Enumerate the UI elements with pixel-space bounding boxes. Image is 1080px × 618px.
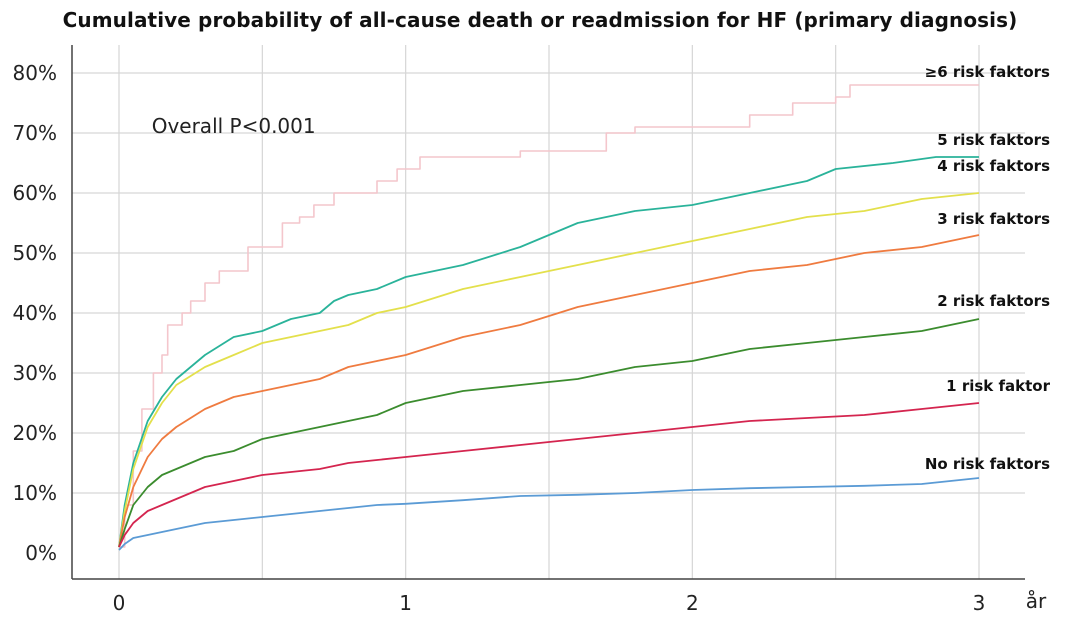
series-line [118,402,980,548]
y-tick-label: 70% [13,121,57,145]
series-label: 2 risk faktors [937,292,1050,310]
series-label: No risk faktors [925,455,1050,473]
series-layer [118,84,980,551]
series-label: 5 risk faktors [937,131,1050,149]
series-line [118,156,979,548]
series-line [118,234,980,548]
x-axis-title: år [1026,589,1047,613]
y-tick-label: 20% [13,421,57,445]
y-tick-label: 10% [13,481,57,505]
series-label: 4 risk faktors [937,157,1050,175]
y-tick-label: 80% [13,61,57,85]
x-tick-label: 3 [973,591,986,615]
series-line [119,84,979,548]
label-layer: Overall P<0.001 ≥6 risk faktors 5 risk fak… [152,63,1051,473]
series-line [118,318,980,548]
series-line [118,477,980,551]
y-tick-label: 60% [13,181,57,205]
series-label: 1 risk faktor [946,377,1050,395]
axis-layer: 0% 10% 20% 30% 40% 50% 60% 70% 80% 0 1 2 3 år [13,45,1047,615]
chart-title: Cumulative probability of all-cause deat… [62,8,1018,32]
series-line [118,192,980,548]
x-tick-label: 2 [686,591,699,615]
y-tick-label: 40% [13,301,57,325]
series-label: ≥6 risk faktors [925,63,1050,81]
x-tick-label: 0 [113,591,126,615]
series-label: 3 risk faktors [937,210,1050,228]
x-tick-label: 1 [399,591,412,615]
y-tick-label: 0% [25,541,57,565]
annotation-p-value: Overall P<0.001 [152,114,316,138]
y-tick-label: 30% [13,361,57,385]
y-tick-label: 50% [13,241,57,265]
grid-layer [72,45,1025,579]
